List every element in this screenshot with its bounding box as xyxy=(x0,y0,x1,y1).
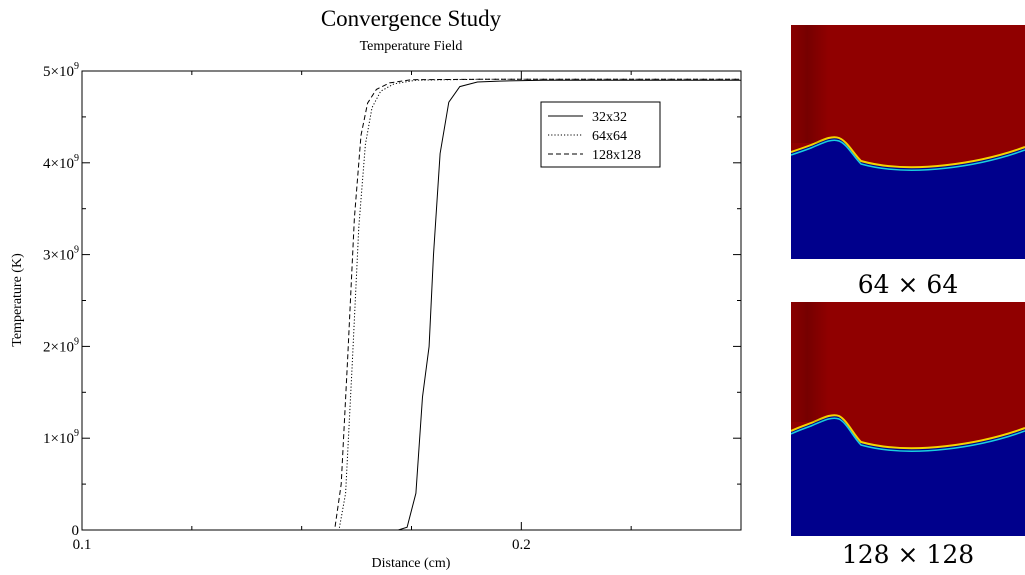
simulation-panel-128x128 xyxy=(791,302,1025,536)
y-tick-label: 1×109 xyxy=(43,428,79,447)
simulation-panel-64x64 xyxy=(791,25,1025,259)
legend-label: 64x64 xyxy=(592,129,627,144)
series-lines xyxy=(82,78,741,531)
y-tick-label: 2×109 xyxy=(43,336,79,355)
y-tick-label: 4×109 xyxy=(43,153,79,172)
panel-caption-64: 64 × 64 xyxy=(857,270,959,299)
x-axis-label: Distance (cm) xyxy=(372,556,451,571)
front-interface-edge xyxy=(791,139,1025,171)
legend-label: 128x128 xyxy=(592,148,641,163)
series-line-128x128 xyxy=(82,78,741,531)
y-tick-label: 5×109 xyxy=(43,61,79,80)
series-line-64x64 xyxy=(82,78,741,531)
front-interface-edge xyxy=(791,417,1025,452)
chart-title: Convergence Study xyxy=(321,6,502,31)
shadow-band xyxy=(791,25,1025,143)
x-tick-label: 0.1 xyxy=(73,537,92,553)
shadow-band xyxy=(791,302,1025,422)
convergence-chart: Convergence Study Temperature Field 0 1×1… xyxy=(10,6,742,571)
series-line-32x32 xyxy=(82,79,741,531)
y-tick-label: 0 xyxy=(72,523,80,539)
axis-ticks: 0 1×109 2×109 3×109 4×109 5×109 0.1 0.2 xyxy=(43,61,741,553)
y-tick-label: 3×109 xyxy=(43,245,79,264)
y-axis-label: Temperature (K) xyxy=(10,253,25,347)
legend-label: 32x32 xyxy=(592,110,627,125)
legend: 32x32 64x64 128x128 xyxy=(540,101,661,168)
x-tick-label: 0.2 xyxy=(512,537,531,553)
panel-caption-128: 128 × 128 xyxy=(841,540,975,569)
chart-subtitle: Temperature Field xyxy=(360,39,463,54)
